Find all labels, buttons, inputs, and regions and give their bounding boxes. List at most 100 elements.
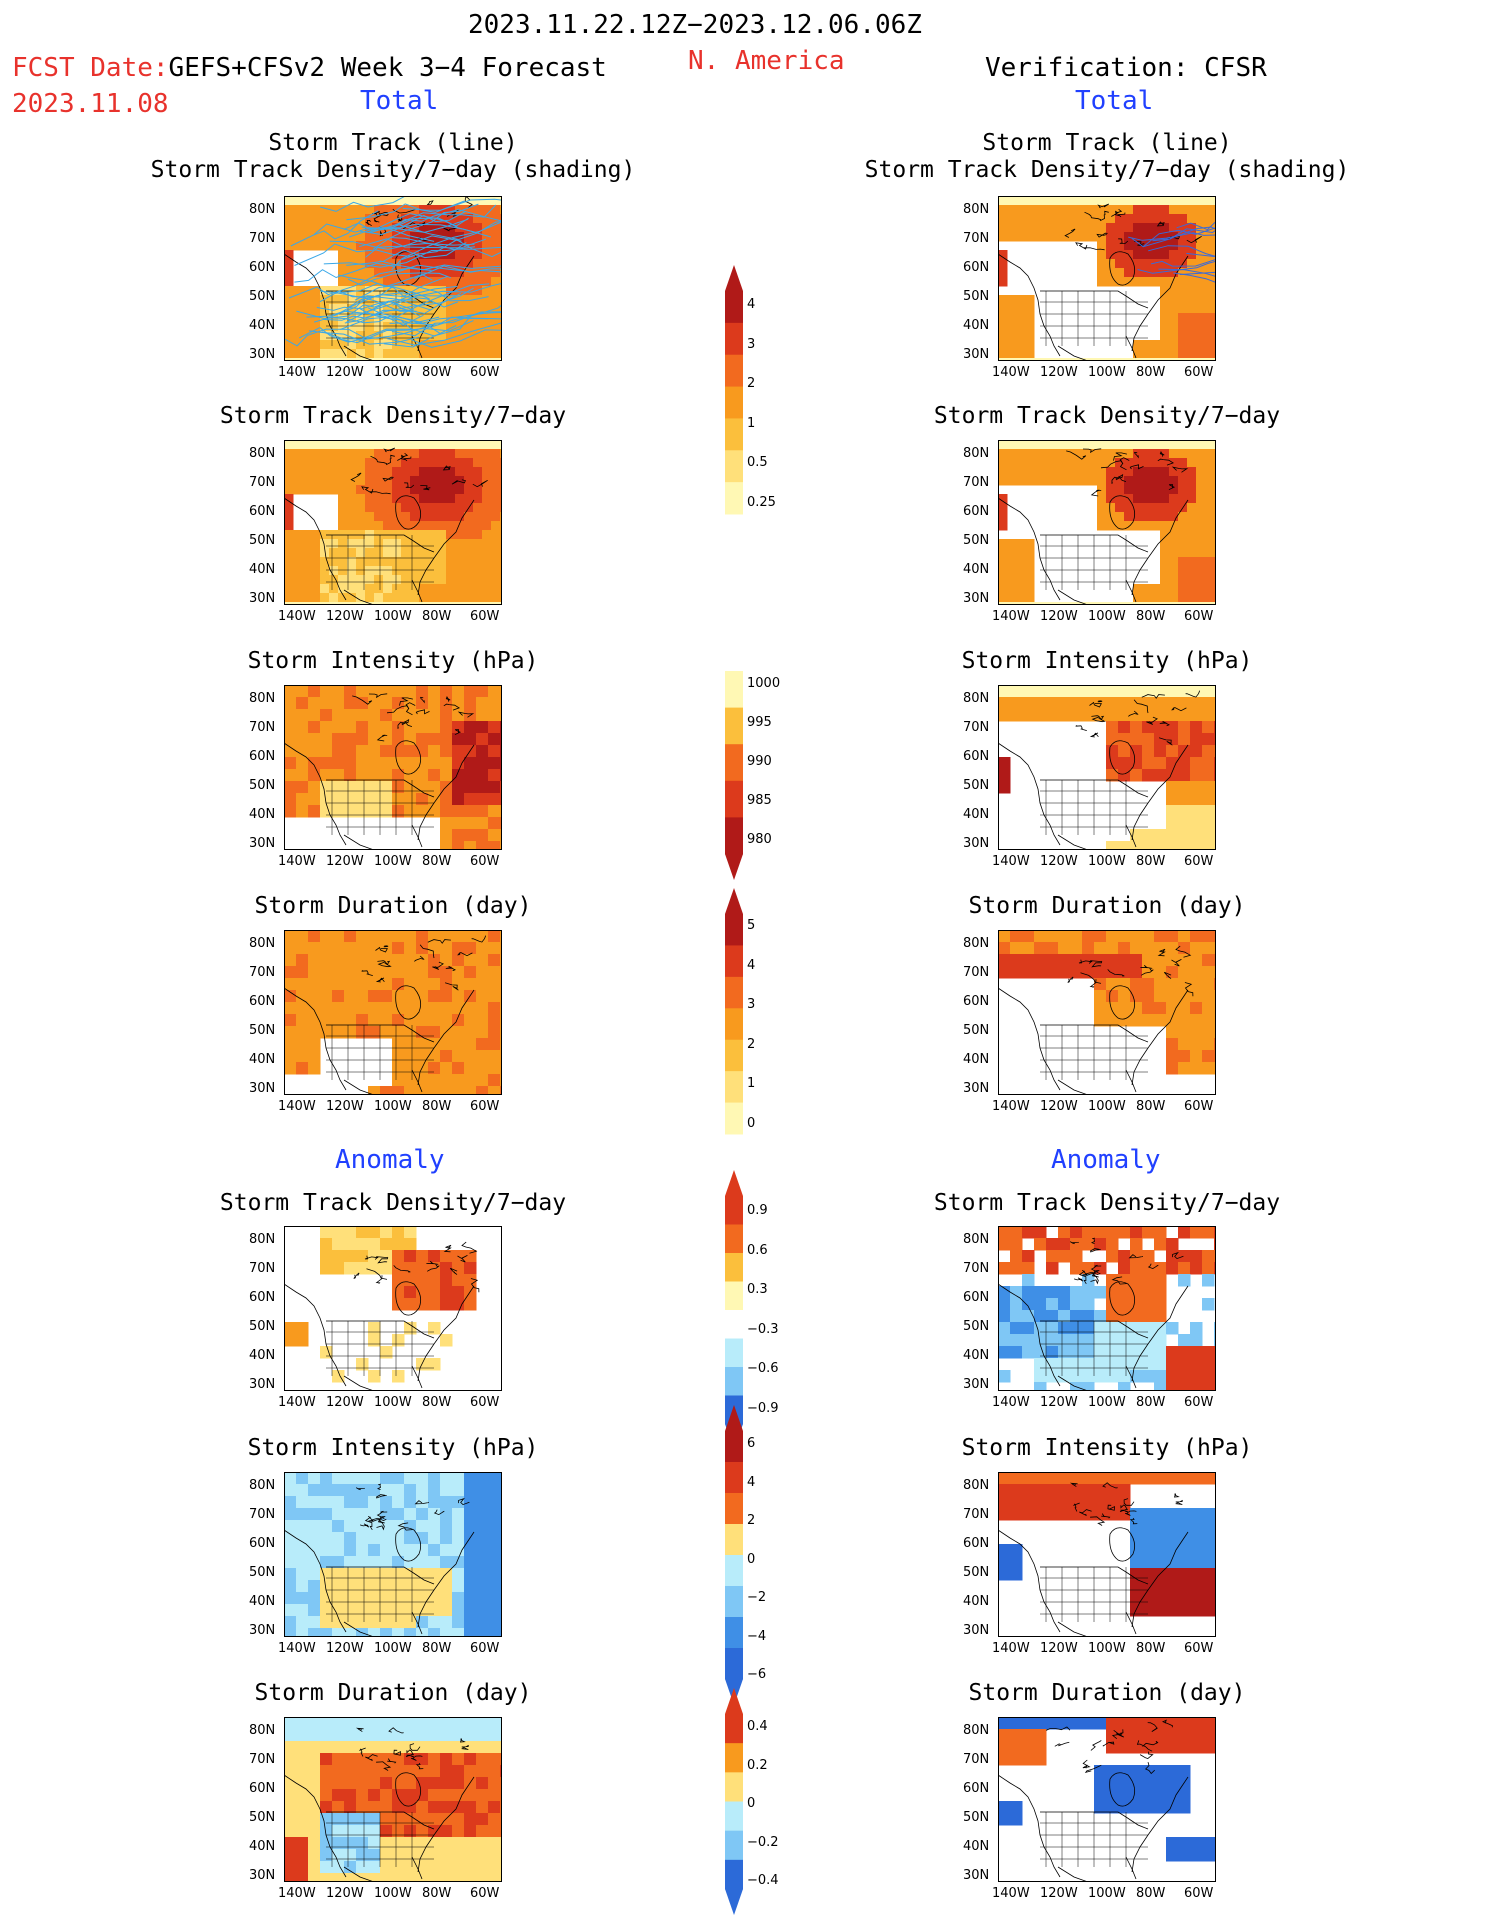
panel-title: Storm Duration (day) bbox=[254, 1680, 532, 1706]
left-anomaly-label: Anomaly bbox=[335, 1145, 445, 1175]
map-svg bbox=[284, 1226, 502, 1391]
map-panel-durationAnom-forecast bbox=[284, 1717, 502, 1882]
lon-tick-label: 100W bbox=[374, 1641, 412, 1656]
map-svg bbox=[998, 440, 1216, 605]
lat-tick-label: 80N bbox=[249, 691, 276, 706]
lat-tick-label: 50N bbox=[249, 533, 276, 548]
lon-tick-label: 80W bbox=[1136, 365, 1166, 380]
lat-tick-label: 70N bbox=[963, 1507, 990, 1522]
map-svg bbox=[284, 440, 502, 605]
map-svg bbox=[998, 1717, 1216, 1882]
colorbar-label: 4 bbox=[747, 1474, 756, 1490]
lat-tick-label: 30N bbox=[963, 836, 990, 851]
lat-tick-label: 60N bbox=[249, 749, 276, 764]
map-svg bbox=[998, 1472, 1216, 1637]
coastline-outline bbox=[998, 1482, 1189, 1637]
lon-tick-label: 60W bbox=[1184, 1641, 1214, 1656]
coastline-outline bbox=[998, 1237, 1189, 1391]
map-panel-intensity-verification bbox=[998, 685, 1216, 850]
lon-tick-label: 140W bbox=[992, 1886, 1030, 1901]
lat-tick-label: 50N bbox=[963, 533, 990, 548]
lon-tick-label: 140W bbox=[992, 1395, 1030, 1410]
colorbar-label: 0.6 bbox=[747, 1242, 768, 1258]
fcst-label: FCST Date: bbox=[12, 53, 169, 83]
colorbar-label: 1 bbox=[747, 1076, 756, 1091]
coastline-outline bbox=[284, 447, 488, 605]
coastline-outline bbox=[284, 1483, 475, 1637]
colorbar-label: 980 bbox=[747, 832, 772, 847]
lon-tick-label: 120W bbox=[326, 1641, 364, 1656]
lon-tick-label: 60W bbox=[470, 365, 500, 380]
lat-tick-label: 50N bbox=[963, 1810, 990, 1825]
lat-tick-label: 60N bbox=[963, 1781, 990, 1796]
colorbar-label: −0.9 bbox=[747, 1400, 779, 1416]
lon-tick-label: 100W bbox=[374, 609, 412, 624]
colorbar-label: 0 bbox=[747, 1115, 756, 1131]
lat-tick-label: 80N bbox=[249, 1478, 276, 1493]
map-svg bbox=[998, 196, 1216, 361]
lon-tick-label: 140W bbox=[992, 854, 1030, 869]
lon-tick-label: 60W bbox=[1184, 854, 1214, 869]
coastline-outline bbox=[998, 448, 1189, 605]
lat-tick-label: 50N bbox=[249, 1810, 276, 1825]
map-svg bbox=[284, 930, 502, 1095]
lon-tick-label: 140W bbox=[992, 365, 1030, 380]
lat-tick-label: 70N bbox=[963, 965, 990, 980]
lat-tick-label: 70N bbox=[249, 965, 276, 980]
colorbar-label: 3 bbox=[747, 997, 756, 1012]
map-panel-density-forecast bbox=[284, 440, 502, 605]
lon-tick-label: 120W bbox=[1040, 1099, 1078, 1114]
colorbar-label: 0.25 bbox=[747, 494, 776, 510]
lon-tick-label: 60W bbox=[470, 854, 500, 869]
verification-title: Verification: CFSR bbox=[985, 53, 1267, 83]
lon-tick-label: 80W bbox=[1136, 1886, 1166, 1901]
lat-tick-label: 70N bbox=[963, 231, 990, 246]
fcst-date-label: FCST Date:GEFS+CFSv2 Week 3−4 Forecast bbox=[12, 53, 607, 83]
colorbar-label: −0.4 bbox=[747, 1873, 779, 1888]
colorbar-label: 2 bbox=[747, 1513, 756, 1528]
right-total-label: Total bbox=[1075, 86, 1154, 116]
lon-tick-label: 120W bbox=[326, 1099, 364, 1114]
lat-tick-label: 50N bbox=[249, 1565, 276, 1580]
lat-tick-label: 50N bbox=[249, 1023, 276, 1038]
lat-tick-label: 70N bbox=[249, 231, 276, 246]
lat-tick-label: 80N bbox=[249, 202, 276, 217]
lon-tick-label: 100W bbox=[1088, 1099, 1126, 1114]
map-svg bbox=[284, 1472, 502, 1637]
lat-tick-label: 60N bbox=[963, 749, 990, 764]
lon-tick-label: 80W bbox=[422, 365, 452, 380]
lon-tick-label: 100W bbox=[374, 1099, 412, 1114]
colorbar-label: −2 bbox=[747, 1590, 767, 1605]
colorbar-label: 6 bbox=[747, 1436, 756, 1451]
lon-tick-label: 60W bbox=[470, 1395, 500, 1410]
lat-tick-label: 30N bbox=[249, 1081, 276, 1096]
coastline-outline bbox=[998, 1719, 1189, 1882]
storm-track-lines bbox=[1128, 220, 1216, 283]
map-svg bbox=[998, 685, 1216, 850]
lat-tick-label: 50N bbox=[963, 289, 990, 304]
map-panel-densityAnom-verification bbox=[998, 1226, 1216, 1391]
lat-tick-label: 80N bbox=[249, 1723, 276, 1738]
lat-tick-label: 30N bbox=[963, 1623, 990, 1638]
map-panel-duration-forecast bbox=[284, 930, 502, 1095]
lat-tick-label: 40N bbox=[963, 807, 990, 822]
lat-tick-label: 30N bbox=[963, 591, 990, 606]
lat-tick-label: 80N bbox=[963, 1232, 990, 1247]
lon-tick-label: 60W bbox=[470, 1099, 500, 1114]
lat-tick-label: 70N bbox=[249, 1261, 276, 1276]
lon-tick-label: 120W bbox=[326, 609, 364, 624]
lon-tick-label: 80W bbox=[422, 854, 452, 869]
lat-tick-label: 50N bbox=[249, 1319, 276, 1334]
lon-tick-label: 80W bbox=[1136, 1395, 1166, 1410]
colorbar-label: −0.6 bbox=[747, 1361, 779, 1376]
region-title: N. America bbox=[688, 46, 845, 76]
lon-tick-label: 140W bbox=[992, 609, 1030, 624]
lat-tick-label: 40N bbox=[249, 1839, 276, 1854]
map-svg bbox=[284, 1717, 502, 1882]
lat-tick-label: 60N bbox=[963, 1536, 990, 1551]
lon-tick-label: 80W bbox=[422, 609, 452, 624]
lon-tick-label: 80W bbox=[422, 1395, 452, 1410]
lat-tick-label: 70N bbox=[963, 720, 990, 735]
lon-tick-label: 140W bbox=[278, 1395, 316, 1410]
colorbar-label: 985 bbox=[747, 793, 772, 808]
